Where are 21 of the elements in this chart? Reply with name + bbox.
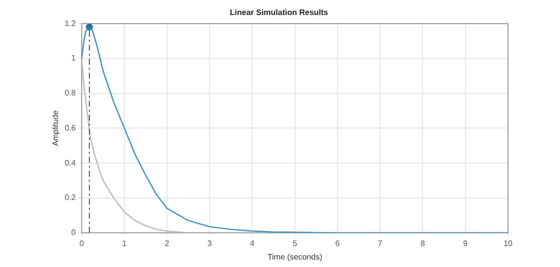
y-tick-label: 0.4	[64, 158, 76, 168]
y-tick-label: 0.8	[64, 88, 76, 98]
y-tick-label: 0.6	[64, 123, 76, 132]
y-tick-label: 0.2	[64, 193, 76, 202]
x-tick-label: 6	[335, 238, 340, 248]
y-tick-label: 0	[71, 228, 76, 238]
x-tick-label: 7	[378, 238, 383, 248]
x-tick-label: 0	[79, 238, 84, 248]
x-axis-title: Time (seconds)	[267, 252, 323, 262]
x-tick-label: 2	[164, 238, 170, 248]
chart-title: Linear Simulation Results	[230, 8, 329, 18]
x-tick-label: 10	[504, 238, 513, 248]
x-tick-label: 5	[292, 238, 298, 248]
y-tick-label: 1	[71, 54, 76, 63]
y-axis-title: Amplitude	[51, 110, 60, 146]
y-tick-label: 1.2	[64, 18, 76, 28]
x-tick-label: 1	[122, 238, 128, 248]
x-tick-label: 4	[250, 238, 256, 248]
x-tick-label: 8	[420, 238, 426, 248]
x-tick-label: 3	[207, 238, 212, 248]
x-tick-label: 9	[463, 238, 468, 248]
